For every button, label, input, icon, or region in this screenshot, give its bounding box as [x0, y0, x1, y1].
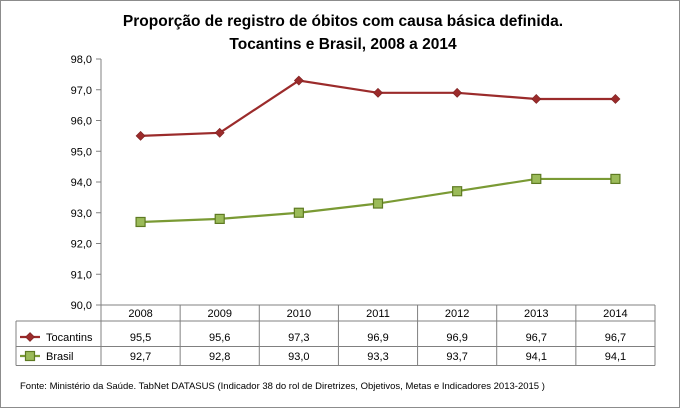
data-point-tocantins	[452, 87, 463, 98]
chart-title-line-2: Tocantins e Brasil, 2008 a 2014	[229, 36, 457, 53]
x-tick-label: 2013	[524, 308, 548, 320]
x-tick-label: 2014	[603, 308, 627, 320]
x-tick-label: 2009	[207, 308, 231, 320]
y-tick-label: 97,0	[71, 85, 92, 97]
data-point-brasil	[610, 173, 621, 185]
table-cell-value: 96,7	[605, 332, 626, 344]
plot-area: 90,0 91,0 92,0 93,0 94,0 95,0 96,0 97,0 98,0	[71, 54, 621, 312]
data-point-tocantins	[135, 130, 146, 141]
x-tick-label: 2010	[287, 308, 311, 320]
legend-label-brasil: Brasil	[46, 351, 74, 363]
data-point-brasil	[372, 198, 384, 209]
y-tick-label: 92,0	[71, 239, 92, 251]
data-point-brasil	[214, 213, 225, 224]
chart-title-line-1: Proporção de registro de óbitos com caus…	[123, 13, 563, 30]
x-tick-label: 2008	[128, 308, 152, 320]
legend-label-tocantins: Tocantins	[46, 332, 93, 344]
legend-key-marker	[24, 350, 36, 362]
data-point-brasil	[293, 207, 304, 218]
table-cell-value: 93,7	[446, 351, 467, 363]
data-point-brasil	[531, 173, 542, 185]
table-cell-value: 95,5	[130, 332, 151, 344]
data-point-tocantins	[373, 87, 383, 98]
x-tick-label: 2011	[366, 308, 390, 320]
data-table: 2008 2009 2010 2011 2012 2013 2014 Tocantins 95,…	[15, 304, 656, 366]
source-note: Fonte: Ministério da Saúde. TabNet DATAS…	[20, 381, 545, 392]
table-cell-value: 97,3	[288, 332, 309, 344]
table-cell-value: 96,7	[526, 332, 547, 344]
y-tick-label: 94,0	[71, 177, 92, 189]
table-cell-value: 93,0	[288, 351, 309, 363]
table-cell-value: 92,8	[209, 351, 230, 363]
y-tick-label: 95,0	[71, 146, 92, 158]
table-cell-value: 94,1	[526, 351, 547, 363]
data-point-brasil	[135, 216, 146, 228]
table-cell-value: 93,3	[367, 351, 388, 363]
data-point-tocantins	[610, 94, 621, 104]
legend-key-marker	[25, 332, 35, 342]
table-cell-value: 96,9	[367, 332, 388, 344]
data-point-tocantins	[214, 127, 225, 138]
data-point-tocantins	[293, 75, 304, 86]
x-tick-label: 2012	[445, 308, 469, 320]
data-point-brasil	[452, 186, 463, 197]
y-tick-label: 91,0	[71, 269, 92, 281]
table-cell-value: 94,1	[605, 351, 626, 363]
table-cell-value: 96,9	[446, 332, 467, 344]
y-tick-label: 93,0	[71, 208, 92, 220]
y-tick-label: 90,0	[71, 300, 92, 312]
data-point-tocantins	[531, 94, 542, 104]
table-cell-value: 95,6	[209, 332, 230, 344]
y-tick-label: 98,0	[71, 54, 92, 66]
y-tick-label: 96,0	[71, 116, 92, 128]
table-cell-value: 92,7	[130, 351, 151, 363]
